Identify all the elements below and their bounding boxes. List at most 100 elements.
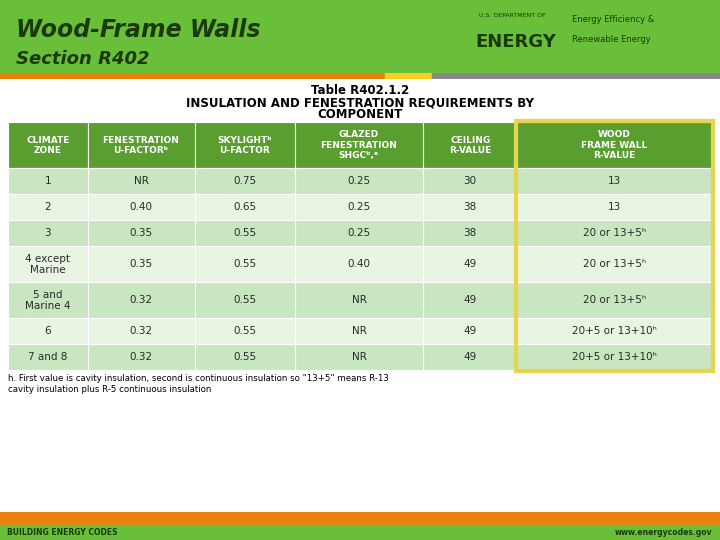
Bar [8, 220, 88, 246]
Text: 49: 49 [464, 353, 477, 362]
Bar [423, 194, 517, 220]
Bar [88, 282, 194, 319]
Text: 0.65: 0.65 [233, 202, 256, 212]
Text: 0.32: 0.32 [130, 353, 153, 362]
Bar [88, 123, 194, 168]
Text: 2: 2 [45, 202, 51, 212]
Text: 0.55: 0.55 [233, 228, 256, 238]
Text: 0.25: 0.25 [347, 202, 371, 212]
Text: WOOD
FRAME WALL
R-VALUE: WOOD FRAME WALL R-VALUE [581, 131, 647, 160]
Text: h. First value is cavity insulation, second is continuous insulation so "13+5" m: h. First value is cavity insulation, sec… [8, 374, 389, 394]
Text: 0.55: 0.55 [233, 295, 256, 306]
Bar [294, 319, 423, 345]
Text: 20 or 13+5ʰ: 20 or 13+5ʰ [583, 295, 646, 306]
Text: 49: 49 [464, 259, 477, 269]
Text: 0.55: 0.55 [233, 353, 256, 362]
Text: Table R402.1.2: Table R402.1.2 [311, 84, 409, 97]
Text: 6: 6 [45, 326, 51, 336]
Bar [517, 168, 712, 194]
Bar [294, 123, 423, 168]
Text: 20 or 13+5ʰ: 20 or 13+5ʰ [583, 259, 646, 269]
Bar [423, 123, 517, 168]
Text: GLAZED
FENESTRATION
SHGCᵇ,ᵉ: GLAZED FENESTRATION SHGCᵇ,ᵉ [320, 131, 397, 160]
Bar [88, 246, 194, 282]
Bar [294, 168, 423, 194]
Bar [517, 123, 712, 168]
Bar [88, 319, 194, 345]
Text: 0.32: 0.32 [130, 326, 153, 336]
Text: 13: 13 [608, 202, 621, 212]
Text: 20+5 or 13+10ʰ: 20+5 or 13+10ʰ [572, 326, 657, 336]
Text: 38: 38 [464, 202, 477, 212]
Bar [517, 194, 712, 220]
Text: 49: 49 [464, 295, 477, 306]
Text: NR: NR [351, 295, 366, 306]
Bar [423, 220, 517, 246]
Text: 30: 30 [464, 177, 477, 186]
Bar [517, 220, 712, 246]
Bar [194, 246, 294, 282]
Text: 0.40: 0.40 [348, 259, 371, 269]
Bar [0, 512, 720, 524]
Bar [88, 220, 194, 246]
Text: 38: 38 [464, 228, 477, 238]
Bar [8, 345, 88, 370]
Bar [194, 123, 294, 168]
Bar [423, 345, 517, 370]
Text: 5 and
Marine 4: 5 and Marine 4 [25, 289, 71, 311]
Bar [432, 73, 720, 79]
Text: Wood-Frame Walls: Wood-Frame Walls [16, 18, 261, 42]
Text: ENERGY: ENERGY [475, 33, 556, 51]
Text: INSULATION AND FENESTRATION REQUIREMENTS BY: INSULATION AND FENESTRATION REQUIREMENTS… [186, 96, 534, 110]
Bar [8, 168, 88, 194]
Bar [294, 345, 423, 370]
Text: SKYLIGHTᵇ
U-FACTOR: SKYLIGHTᵇ U-FACTOR [217, 136, 272, 155]
Bar [517, 319, 712, 345]
Bar [294, 220, 423, 246]
Bar [517, 246, 712, 282]
Bar [0, 524, 720, 540]
Bar [194, 220, 294, 246]
Text: U.S. DEPARTMENT OF: U.S. DEPARTMENT OF [479, 13, 546, 18]
Text: Energy Efficiency &: Energy Efficiency & [572, 15, 654, 24]
Bar [194, 168, 294, 194]
Bar [194, 345, 294, 370]
Text: 4 except
Marine: 4 except Marine [25, 254, 71, 275]
Text: NR: NR [134, 177, 148, 186]
Bar [423, 282, 517, 319]
Text: www.energycodes.gov: www.energycodes.gov [615, 528, 713, 537]
Bar [8, 194, 88, 220]
Bar [194, 194, 294, 220]
Text: NR: NR [351, 353, 366, 362]
Text: 49: 49 [464, 326, 477, 336]
Text: 1: 1 [45, 177, 51, 186]
Text: COMPONENT: COMPONENT [318, 109, 402, 122]
Bar [385, 73, 432, 79]
Text: Renewable Energy: Renewable Energy [572, 35, 651, 44]
Bar [423, 246, 517, 282]
Bar [423, 168, 517, 194]
Bar [423, 319, 517, 345]
Bar [194, 282, 294, 319]
Text: 0.32: 0.32 [130, 295, 153, 306]
Text: 13: 13 [608, 177, 621, 186]
Bar [8, 319, 88, 345]
Text: 0.40: 0.40 [130, 202, 153, 212]
Text: BUILDING ENERGY CODES: BUILDING ENERGY CODES [7, 528, 117, 537]
Text: 0.25: 0.25 [347, 177, 371, 186]
Bar [517, 345, 712, 370]
Text: 3: 3 [45, 228, 51, 238]
Bar [88, 168, 194, 194]
Text: 7 and 8: 7 and 8 [28, 353, 68, 362]
Text: 0.35: 0.35 [130, 259, 153, 269]
Bar [88, 194, 194, 220]
Bar [516, 122, 713, 372]
Bar [194, 319, 294, 345]
Text: 0.55: 0.55 [233, 326, 256, 336]
Bar [8, 282, 88, 319]
Text: NR: NR [351, 326, 366, 336]
Bar [294, 246, 423, 282]
Bar [0, 73, 385, 79]
Text: 0.75: 0.75 [233, 177, 256, 186]
Text: FENESTRATION
U-FACTORᵇ: FENESTRATION U-FACTORᵇ [103, 136, 179, 155]
